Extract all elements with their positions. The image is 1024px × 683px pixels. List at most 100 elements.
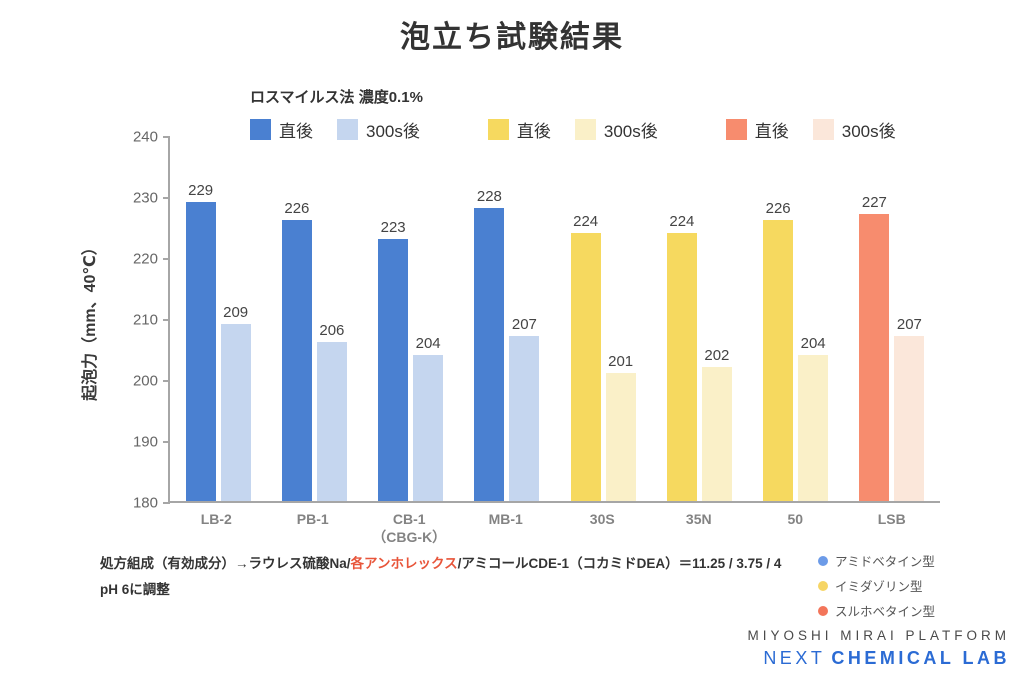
type-legend-row: イミダゾリン型 [818, 576, 935, 595]
bar-value-label: 228 [476, 188, 502, 206]
y-tick-mark [163, 197, 170, 199]
bar-value-label: 224 [669, 212, 695, 230]
bar-after300s[interactable] [894, 336, 925, 501]
y-tick-label: 220 [132, 250, 158, 268]
bar-after300s[interactable] [798, 354, 829, 501]
y-tick-mark [163, 380, 170, 382]
bar-immediate[interactable] [763, 220, 794, 501]
bar-after300s[interactable] [605, 372, 636, 501]
bar-group: 226 204 [748, 137, 844, 501]
bar-value-label: 227 [861, 194, 887, 212]
bar-immediate-column: 228 [474, 188, 505, 501]
bar-immediate-column: 226 [281, 200, 312, 501]
x-axis-category-label: PB-1 [296, 511, 329, 527]
type-legend-label: スルホベタイン型 [835, 605, 936, 619]
bar-after300s[interactable] [220, 324, 251, 501]
x-axis-category-label: MB-1 [488, 511, 523, 527]
y-tick-mark [163, 258, 170, 260]
type-legend-row: スルホベタイン型 [818, 601, 935, 620]
bar-immediate[interactable] [185, 202, 216, 501]
page-title: 泡立ち試験結果 [400, 21, 624, 54]
bar-group: 226 206 [266, 137, 362, 501]
x-axis-labels: LB-2 PB-1 CB-1 （CBG-K） MB-1 30S 35N 50 LSB [168, 511, 940, 546]
bar-after300s[interactable] [701, 366, 732, 501]
legend-pair: 直後 300s後 [250, 117, 420, 142]
legend-after300s: 300s後 [337, 117, 420, 142]
bar-after300s[interactable] [413, 354, 444, 501]
bar-after300s-column: 207 [509, 316, 540, 501]
type-legend-dot [818, 555, 828, 566]
bar-immediate[interactable] [281, 220, 312, 501]
y-tick-label: 210 [132, 311, 158, 329]
brand-logo: MIYOSHI MIRAI PLATFORM NEXT CHEMICAL LAB [747, 628, 1010, 669]
bar-immediate-column: 224 [570, 213, 601, 501]
chart-legend: 直後 300s後 直後 300s後 直後 300s後 [250, 117, 940, 142]
bar-immediate[interactable] [474, 208, 505, 501]
legend-after300s: 300s後 [812, 117, 896, 142]
bar-immediate-column: 223 [378, 219, 409, 501]
legend-color-chip [812, 119, 834, 140]
y-tick-label: 190 [132, 433, 158, 451]
bar-immediate-column: 224 [666, 212, 697, 501]
bar-after300s-column: 206 [316, 322, 347, 501]
bar-groups: 229 209 226 206 223 204 228 207 224 201 224 202 226 2… [170, 137, 940, 501]
y-tick-label: 230 [132, 189, 158, 207]
bar-value-label: 209 [223, 304, 249, 322]
type-legend-label: イミダゾリン型 [835, 580, 923, 594]
legend-label: 直後 [516, 122, 551, 141]
x-axis-category-label: 35N [685, 511, 712, 527]
type-legend-dot [818, 580, 828, 591]
brand-line2: NEXT CHEMICAL LAB [747, 648, 1010, 669]
y-tick-mark [163, 136, 170, 138]
legend-label: 300s後 [841, 122, 896, 141]
bar-value-label: 204 [415, 334, 441, 352]
bar-group: 224 201 [555, 137, 651, 501]
bar-group: 223 204 [363, 137, 459, 501]
x-axis-category-label: LB-2 [200, 511, 232, 527]
bar-immediate-column: 229 [185, 182, 216, 501]
bar-value-label: 207 [896, 316, 922, 334]
bar-immediate-column: 227 [859, 194, 890, 501]
brand-chemical-lab: CHEMICAL LAB [831, 648, 1010, 668]
legend-immediate: 直後 [487, 117, 551, 142]
footnote-line1-part1: 処方組成（有効成分）→ラウレス硫酸Na/ [100, 556, 351, 571]
type-legend-row: アミドベタイン型 [818, 551, 935, 570]
legend-color-chip [574, 119, 596, 140]
legend-label: 直後 [754, 122, 789, 141]
bar-value-label: 226 [284, 200, 310, 218]
legend-color-chip [487, 119, 509, 140]
chart-subtitle: ロスマイルス法 濃度0.1% [250, 89, 423, 106]
type-legend-label: アミドベタイン型 [835, 555, 935, 569]
y-tick-mark [163, 502, 170, 504]
x-axis-category-label: 50 [787, 511, 804, 527]
legend-immediate: 直後 [725, 117, 789, 142]
bar-immediate[interactable] [570, 232, 601, 501]
bar-after300s-column: 204 [413, 334, 444, 501]
bar-group: 227 207 [844, 137, 940, 501]
bar-after300s-column: 204 [798, 334, 829, 501]
bar-immediate[interactable] [859, 214, 890, 501]
legend-color-chip [337, 119, 358, 140]
bar-value-label: 201 [608, 352, 634, 370]
bar-immediate[interactable] [666, 232, 697, 501]
brand-next: NEXT [763, 648, 826, 668]
y-tick-mark [163, 441, 170, 443]
x-axis-category-label: LSB [877, 511, 906, 527]
legend-immediate: 直後 [250, 117, 313, 142]
footnote: 処方組成（有効成分）→ラウレス硫酸Na/各アンホレックス/アミコールCDE-1（… [100, 551, 800, 602]
brand-line1: MIYOSHI MIRAI PLATFORM [747, 628, 1010, 643]
legend-color-chip [725, 119, 747, 140]
footnote-line1: 処方組成（有効成分）→ラウレス硫酸Na/各アンホレックス/アミコールCDE-1（… [100, 551, 800, 577]
bar-group: 229 209 [170, 137, 266, 501]
y-tick-mark [163, 319, 170, 321]
legend-label: 300s後 [366, 122, 420, 141]
x-axis-category-label: 30S [589, 511, 615, 527]
bar-immediate-column: 226 [763, 200, 794, 501]
bar-value-label: 204 [800, 334, 826, 352]
bar-immediate[interactable] [378, 238, 409, 501]
type-legend-dot [818, 605, 828, 616]
legend-pair: 直後 300s後 [487, 117, 658, 142]
bar-after300s[interactable] [509, 336, 540, 501]
bar-after300s[interactable] [316, 342, 347, 501]
bar-value-label: 229 [188, 182, 214, 200]
